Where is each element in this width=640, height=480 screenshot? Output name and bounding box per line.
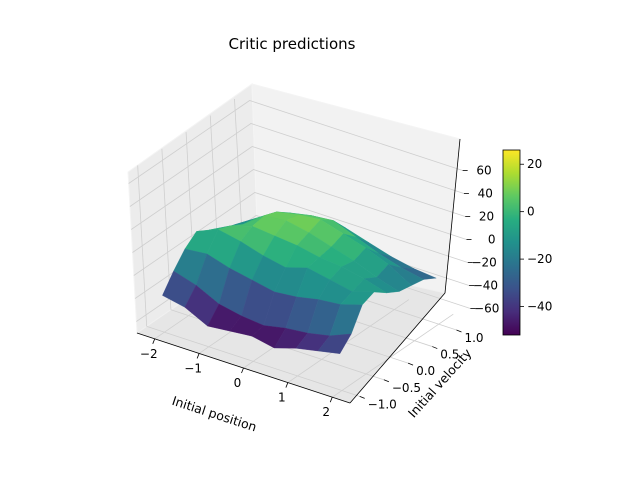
grid-line-x	[332, 313, 454, 398]
grid-line-z	[129, 123, 465, 207]
y-tick-label: −0.5	[392, 381, 421, 395]
z-tick-label: 40	[478, 187, 493, 201]
z-tick-label: −20	[471, 256, 496, 270]
surface	[162, 211, 437, 354]
x-tick-mark	[241, 367, 244, 374]
z-tick-label: −40	[473, 279, 498, 293]
grid-line-z	[130, 146, 466, 230]
y-tick-label: 0.0	[416, 364, 435, 378]
colorbar-tick-label: 0	[527, 205, 535, 219]
grid-line-z	[133, 192, 468, 276]
y-tick-mark	[359, 395, 365, 399]
colorbar: 20 0 −20 −40	[502, 149, 552, 336]
x-tick-mark	[152, 338, 156, 344]
grid-line-z	[132, 169, 467, 253]
chart-title: Critic predictions	[229, 35, 356, 53]
x-tick-mark	[329, 397, 333, 403]
y-tick-mark	[407, 362, 414, 366]
z-tick-label: 0	[488, 233, 496, 247]
y-tick-label: 1.0	[464, 331, 483, 345]
y-tick-mark	[383, 379, 390, 383]
x-axis-label: Initial position	[170, 393, 258, 434]
x-tick-label: −2	[140, 347, 158, 361]
x-tick-mark	[196, 353, 200, 359]
colorbar-tick-label: −40	[527, 300, 552, 314]
z-axis-line	[444, 138, 461, 294]
x-tick-label: 0	[234, 376, 242, 390]
y-tick-mark	[432, 346, 438, 349]
y-ticks: −1.0 −0.5 0.0 0.5 1.0	[359, 329, 484, 411]
colorbar-tick-label: 20	[527, 157, 542, 171]
y-tick-label: −1.0	[368, 397, 397, 411]
grid-line-z	[128, 100, 463, 184]
y-tick-label: 0.5	[440, 348, 459, 362]
x-tick-label: 2	[322, 405, 330, 419]
colorbar-tick-label: −20	[527, 252, 552, 266]
x-tick-mark	[285, 382, 289, 388]
x-ticks: −2 −1 0 1 2	[140, 338, 333, 419]
y-tick-mark	[456, 329, 462, 333]
grid-line-y-floor	[146, 325, 360, 397]
z-ticks: −60 −40 −20 0 20 40 60	[462, 164, 499, 316]
x-tick-label: 1	[278, 391, 286, 405]
colorbar-ticks: 20 0 −20 −40	[520, 157, 552, 314]
z-tick-label: 60	[476, 164, 491, 178]
surface-face	[317, 333, 352, 354]
z-tick-label: 20	[479, 210, 494, 224]
z-tick-label: −60	[474, 302, 499, 316]
x-tick-label: −1	[184, 361, 202, 375]
colorbar-bar	[502, 149, 521, 336]
y-axis-line	[349, 292, 446, 404]
grid-line-x	[287, 299, 410, 383]
